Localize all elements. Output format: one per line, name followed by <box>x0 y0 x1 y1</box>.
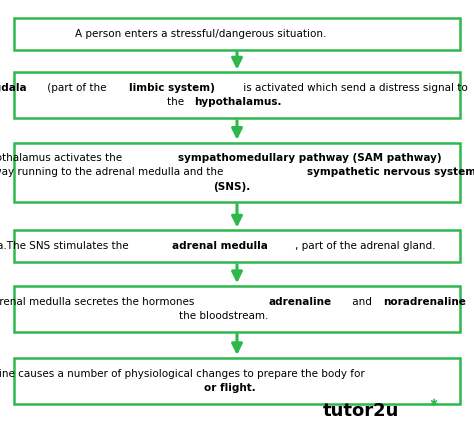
Text: amygdala: amygdala <box>0 83 27 93</box>
Text: , part of the adrenal gland.: , part of the adrenal gland. <box>295 241 436 251</box>
FancyBboxPatch shape <box>14 358 460 404</box>
Text: the: the <box>167 97 188 107</box>
Text: a.The adrenal medulla secretes the hormones: a.The adrenal medulla secretes the hormo… <box>0 297 197 307</box>
Text: or flight.: or flight. <box>204 383 255 393</box>
Text: ✱: ✱ <box>429 398 437 408</box>
Text: adrenal medulla: adrenal medulla <box>172 241 267 251</box>
Text: the pathway running to the adrenal medulla and the: the pathway running to the adrenal medul… <box>0 167 227 177</box>
Text: is activated which send a distress signal to: is activated which send a distress signa… <box>239 83 467 93</box>
Text: adrenaline: adrenaline <box>268 297 331 307</box>
FancyBboxPatch shape <box>14 230 460 262</box>
Text: a.Adrenaline causes a number of physiological changes to prepare the body for: a.Adrenaline causes a number of physiolo… <box>0 368 367 379</box>
Text: limbic system): limbic system) <box>129 83 215 93</box>
Text: and: and <box>349 297 375 307</box>
Text: sympathomedullary pathway (SAM pathway): sympathomedullary pathway (SAM pathway) <box>178 153 442 163</box>
FancyBboxPatch shape <box>14 18 460 50</box>
FancyBboxPatch shape <box>14 72 460 118</box>
Text: sympathetic nervous system: sympathetic nervous system <box>307 167 474 177</box>
Text: noradrenaline: noradrenaline <box>383 297 466 307</box>
FancyBboxPatch shape <box>14 286 460 332</box>
Text: hypothalamus.: hypothalamus. <box>194 97 281 107</box>
FancyBboxPatch shape <box>14 143 460 202</box>
Text: tutor2u: tutor2u <box>322 401 399 420</box>
Text: a.The hypothalamus activates the: a.The hypothalamus activates the <box>0 153 126 163</box>
Text: (part of the: (part of the <box>44 83 109 93</box>
Text: A person enters a stressful/dangerous situation.: A person enters a stressful/dangerous si… <box>75 29 326 39</box>
Text: (SNS).: (SNS). <box>213 181 250 192</box>
Text: the bloodstream.: the bloodstream. <box>179 311 269 321</box>
Text: a.The SNS stimulates the: a.The SNS stimulates the <box>0 241 132 251</box>
